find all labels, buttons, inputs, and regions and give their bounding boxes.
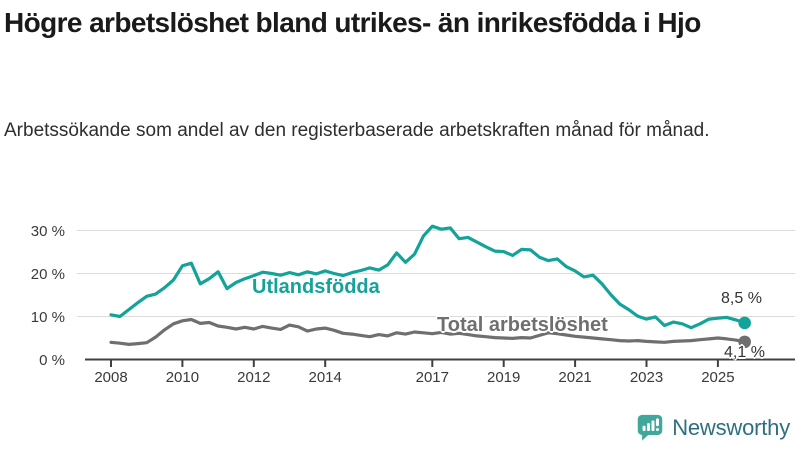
gridlines bbox=[77, 230, 795, 317]
x-tick-label: 2010 bbox=[166, 369, 199, 386]
chart-title: Högre arbetslöshet bland utrikes- än inr… bbox=[4, 7, 701, 38]
y-tick-label: 20 % bbox=[31, 266, 65, 283]
x-axis-labels: 2008 2010 2012 2014 2017 2019 2021 2023 2025 bbox=[94, 369, 734, 386]
newsworthy-logo: Newsworthy bbox=[636, 413, 790, 442]
x-axis bbox=[85, 358, 795, 367]
end-value-label-utlandsfodda: 8,5 % bbox=[721, 290, 762, 307]
total-arbetsloshet-end-dot bbox=[738, 335, 751, 349]
utlandsfodda-line bbox=[109, 224, 747, 330]
y-tick-label: 10 % bbox=[31, 309, 65, 326]
series-label-total-arbetsloshet: Total arbetslöshet bbox=[437, 314, 608, 336]
utlandsfodda-end-dot bbox=[738, 316, 751, 330]
x-tick-label: 2025 bbox=[701, 369, 734, 386]
x-tick-label: 2023 bbox=[630, 369, 663, 386]
x-tick-label: 2019 bbox=[487, 369, 520, 386]
x-tick-label: 2012 bbox=[237, 369, 270, 386]
series-label-utlandsfodda: Utlandsfödda bbox=[252, 276, 380, 298]
newsworthy-wordmark: Newsworthy bbox=[672, 414, 790, 440]
end-value-label-total-arbetsloshet: 4,1 % bbox=[724, 344, 765, 361]
x-tick-label: 2017 bbox=[416, 369, 449, 386]
total-arbetsloshet-line bbox=[109, 317, 747, 346]
x-tick-label: 2008 bbox=[94, 369, 127, 386]
x-tick-label: 2021 bbox=[558, 369, 591, 386]
x-tick-label: 2014 bbox=[309, 369, 342, 386]
y-axis-labels: 0 % 10 % 20 % 30 % bbox=[31, 223, 65, 369]
newsworthy-chart-bubble-icon bbox=[637, 414, 663, 441]
data-series bbox=[109, 224, 751, 349]
y-tick-label: 30 % bbox=[31, 223, 65, 240]
chart-subtitle: Arbetssökande som andel av den registerb… bbox=[4, 120, 710, 141]
y-tick-label: 0 % bbox=[39, 352, 65, 369]
